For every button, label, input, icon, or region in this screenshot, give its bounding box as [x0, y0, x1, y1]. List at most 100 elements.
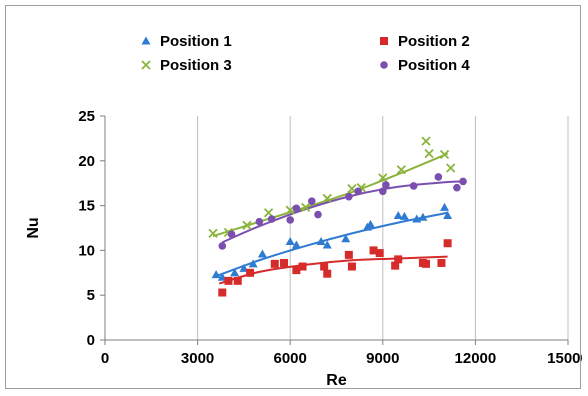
- data-point: [446, 163, 456, 173]
- data-point: [440, 202, 450, 211]
- legend-item-2: Position 2: [380, 33, 470, 50]
- tick-labels: 0 5 10 15 20 25 0 3000 6000 9000 12000 15000: [78, 108, 582, 367]
- data-point: [208, 228, 218, 239]
- y-axis-title: Nu: [25, 217, 42, 238]
- data-point: [399, 211, 409, 220]
- data-point: [347, 262, 356, 271]
- data-point: [298, 262, 307, 271]
- data-point: [422, 259, 431, 268]
- legend-marker-square-icon: [380, 37, 388, 45]
- data-point: [453, 183, 461, 192]
- data-point: [421, 136, 431, 146]
- data-point: [218, 288, 227, 297]
- data-point: [246, 268, 255, 277]
- data-point: [437, 258, 446, 267]
- data-point: [393, 210, 403, 219]
- data-point: [323, 269, 332, 278]
- y-tick-label: 10: [78, 242, 95, 259]
- data-point: [365, 219, 375, 228]
- data-point: [409, 182, 418, 190]
- data-point: [242, 220, 252, 230]
- y-tick-label: 5: [87, 287, 95, 304]
- legend: Position 1 Position 2 Position 3 Position 4: [141, 33, 470, 74]
- data-point: [308, 197, 316, 205]
- data-point: [280, 258, 289, 267]
- x-tick-label: 3000: [181, 350, 214, 367]
- data-point: [292, 204, 301, 213]
- data-point: [322, 193, 332, 204]
- data-point: [345, 192, 353, 201]
- data-point: [218, 242, 227, 250]
- data-markers: [208, 136, 467, 297]
- data-point: [354, 187, 362, 196]
- series-2-points: [218, 239, 452, 297]
- legend-label: Position 3: [160, 57, 232, 74]
- x-tick-label: 0: [101, 350, 109, 367]
- data-point: [286, 216, 295, 224]
- data-point: [378, 173, 388, 183]
- chart-frame: Position 1 Position 2 Position 3 Position 4…: [5, 5, 582, 389]
- data-point: [439, 149, 450, 160]
- data-point: [322, 240, 332, 249]
- x-tick-label: 9000: [366, 350, 399, 367]
- data-point: [424, 148, 434, 159]
- data-point: [255, 217, 264, 226]
- data-point: [391, 261, 400, 270]
- legend-marker-triangle-icon: [141, 36, 151, 45]
- data-point: [233, 276, 242, 285]
- x-tick-label: 6000: [274, 350, 307, 367]
- data-point: [344, 250, 353, 259]
- data-point: [211, 270, 221, 279]
- legend-label: Position 4: [398, 57, 470, 74]
- data-point: [369, 246, 378, 255]
- x-tick-label: 15000: [547, 350, 582, 367]
- axes: [100, 115, 569, 345]
- legend-item-4: Position 4: [380, 57, 470, 74]
- trendline-series-1: [212, 211, 448, 279]
- nu-vs-re-chart: Position 1 Position 2 Position 3 Position 4…: [25, 33, 582, 389]
- data-point: [248, 259, 258, 268]
- legend-item-1: Position 1: [141, 33, 232, 50]
- data-point: [396, 165, 406, 175]
- series-3-points: [208, 136, 456, 239]
- trendline-series-4: [221, 180, 464, 244]
- legend-item-3: Position 3: [141, 57, 232, 74]
- legend-label: Position 2: [398, 33, 470, 50]
- x-tick-label: 12000: [455, 350, 497, 367]
- x-axis-title: Re: [326, 372, 347, 389]
- data-point: [291, 240, 301, 249]
- data-point: [300, 202, 311, 213]
- data-point: [224, 276, 233, 285]
- y-tick-label: 25: [78, 108, 95, 125]
- data-point: [230, 268, 240, 277]
- data-point: [314, 210, 322, 219]
- data-point: [320, 262, 329, 271]
- series-1-points: [211, 202, 453, 281]
- y-tick-label: 15: [78, 198, 95, 215]
- data-point: [270, 259, 279, 268]
- data-point: [316, 236, 326, 245]
- data-point: [285, 236, 295, 245]
- data-point: [341, 234, 351, 243]
- data-point: [443, 210, 453, 219]
- data-point: [459, 177, 467, 186]
- legend-marker-circle-icon: [380, 61, 388, 69]
- legend-marker-cross-icon: [141, 60, 151, 70]
- trendline-series-2: [218, 255, 448, 285]
- data-point: [443, 239, 452, 248]
- y-tick-label: 20: [78, 153, 95, 170]
- data-point: [267, 215, 276, 223]
- data-point: [434, 173, 443, 181]
- data-point: [379, 187, 387, 196]
- data-point: [375, 249, 384, 258]
- data-point: [257, 249, 267, 258]
- legend-label: Position 1: [160, 33, 232, 50]
- y-tick-label: 0: [87, 332, 95, 349]
- data-point: [382, 181, 390, 189]
- data-point: [227, 230, 236, 239]
- data-point: [292, 266, 301, 275]
- data-point: [394, 255, 403, 264]
- data-point: [418, 212, 428, 221]
- series-4-points: [218, 173, 467, 250]
- gridlines: [197, 116, 569, 340]
